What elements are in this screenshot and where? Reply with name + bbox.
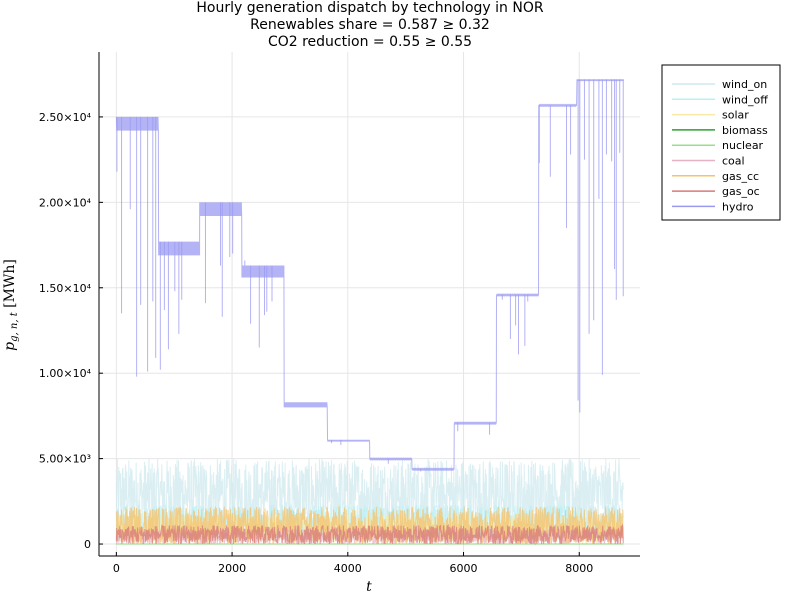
- legend-label-solar: solar: [722, 109, 749, 122]
- axes: [98, 52, 640, 557]
- legend-label-nuclear: nuclear: [722, 139, 764, 152]
- legend-label-wind_off: wind_off: [722, 93, 768, 106]
- legend-label-coal: coal: [722, 155, 745, 168]
- legend-label-hydro: hydro: [722, 200, 754, 213]
- y-tick-label: 0: [84, 538, 91, 551]
- y-axis-label: pg, n, t [MWh]: [2, 259, 20, 351]
- y-tick-label: 1.00×10⁴: [39, 367, 92, 380]
- legend-label-biomass: biomass: [722, 124, 768, 137]
- series-gas_oc-line: [115, 523, 624, 546]
- legend-label-gas_cc: gas_cc: [722, 170, 759, 183]
- chart-title-line-1: Hourly generation dispatch by technology…: [196, 0, 544, 16]
- y-tick-label: 5.00×10³: [39, 453, 91, 466]
- y-tick-label: 2.00×10⁴: [39, 196, 92, 209]
- series-layer: [115, 79, 624, 546]
- legend-box: [661, 64, 781, 221]
- x-tick-label: 2000: [218, 562, 246, 575]
- y-tick-label: 2.50×10⁴: [39, 111, 92, 124]
- legend-label-wind_on: wind_on: [722, 78, 767, 91]
- x-tick-label: 4000: [334, 562, 362, 575]
- ticks: 0 2000 4000 6000 8000 0 5.00×10³ 1.00×10⁴ 1.50×1…: [39, 111, 593, 575]
- y-tick-label: 1.50×10⁴: [39, 282, 92, 295]
- x-tick-label: 6000: [450, 562, 478, 575]
- x-tick-label: 8000: [565, 562, 593, 575]
- x-tick-label: 0: [113, 562, 120, 575]
- chart-title-line-2: Renewables share = 0.587 ≥ 0.32: [250, 17, 490, 33]
- series-hydro-line: [115, 79, 624, 472]
- legend-label-gas_oc: gas_oc: [722, 185, 760, 198]
- chart-title-line-3: CO2 reduction = 0.55 ≥ 0.55: [267, 34, 473, 50]
- x-axis-label: t: [366, 579, 372, 595]
